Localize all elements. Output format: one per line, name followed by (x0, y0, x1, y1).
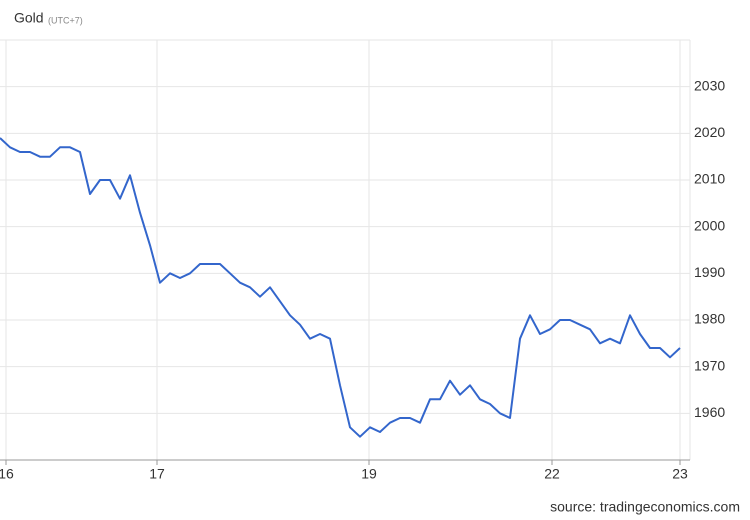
x-tick-label: 22 (544, 466, 560, 482)
y-tick-label: 1990 (694, 264, 725, 280)
y-tick-label: 2020 (694, 124, 725, 140)
y-tick-label: 1980 (694, 311, 725, 327)
chart-subtitle: (UTC+7) (48, 15, 83, 25)
y-tick-label: 1970 (694, 357, 725, 373)
y-tick-label: 2030 (694, 77, 725, 93)
source: source: tradingeconomics.com (550, 499, 740, 515)
y-tick-label: 1960 (694, 404, 725, 420)
x-tick-label: 17 (149, 466, 165, 482)
price-line (0, 137, 681, 438)
x-tick-label: 23 (672, 466, 688, 482)
y-tick-label: 2010 (694, 171, 725, 187)
chart-title: Gold (14, 10, 44, 26)
x-tick-label: 16 (0, 466, 14, 482)
y-tick-label: 2000 (694, 217, 725, 233)
x-tick-label: 19 (361, 466, 377, 482)
